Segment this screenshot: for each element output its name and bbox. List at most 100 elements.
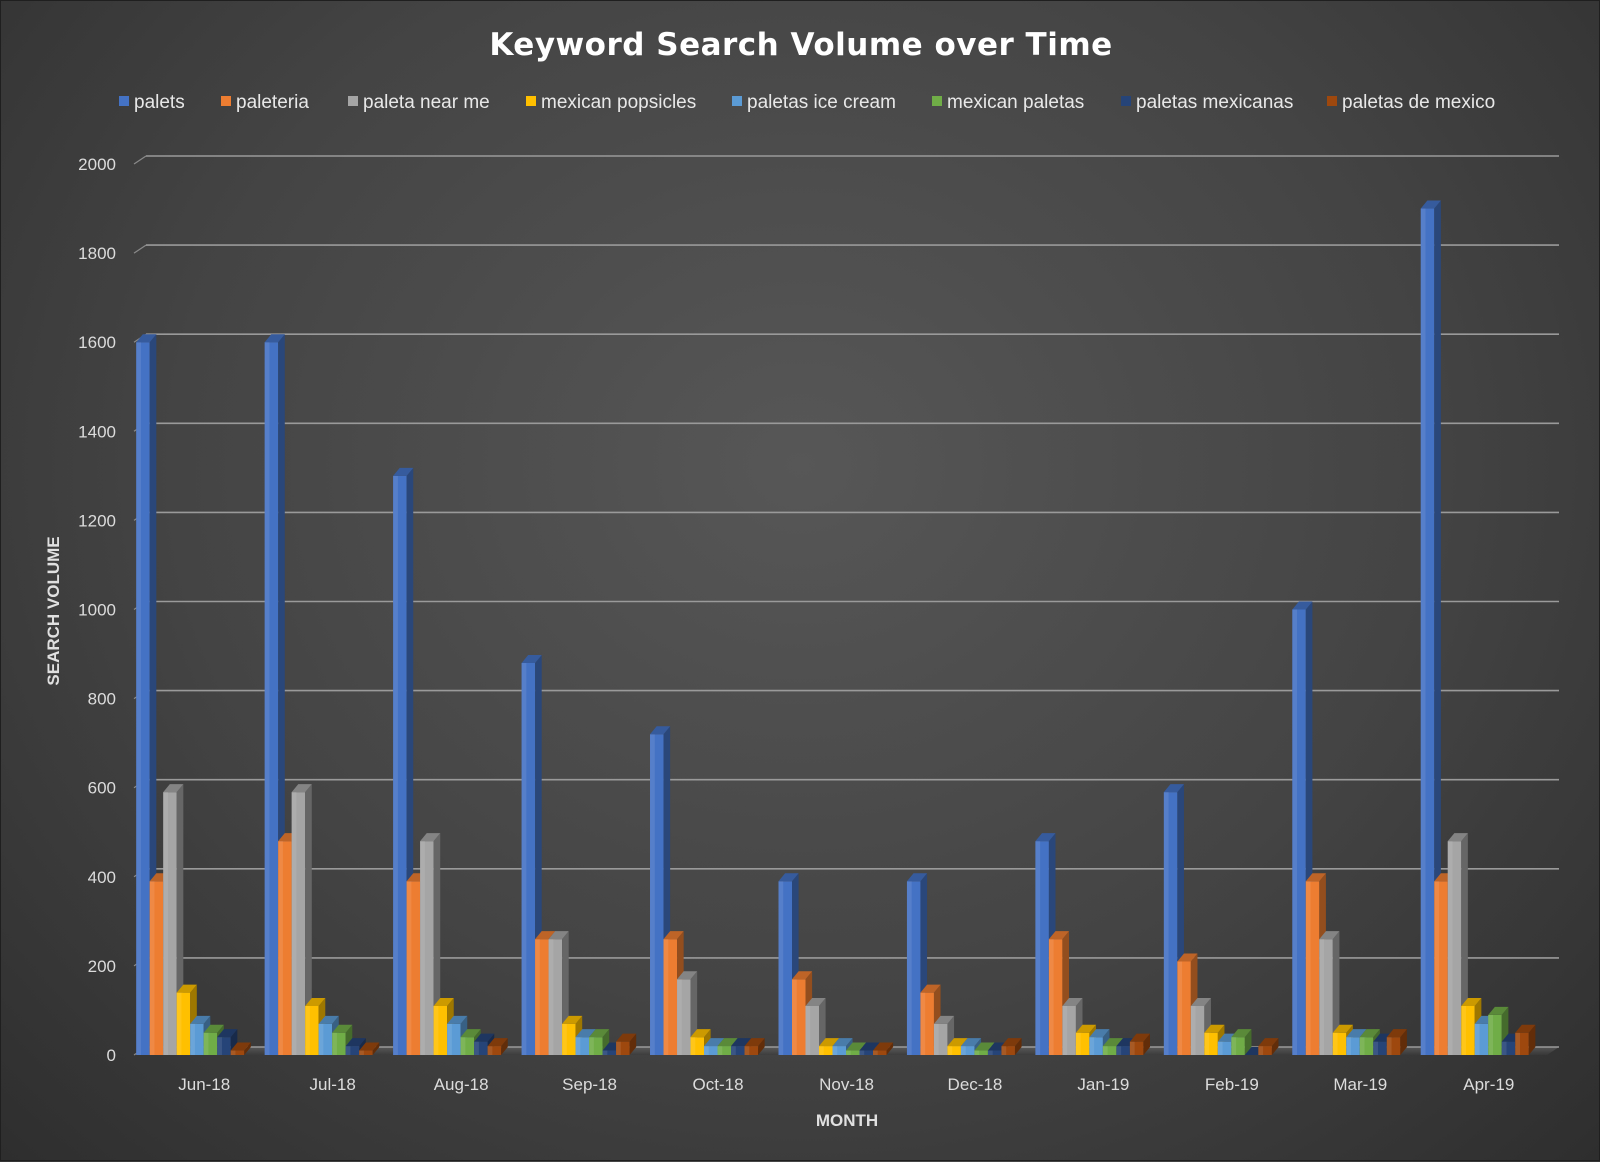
bar-side — [244, 1042, 251, 1055]
bar-highlight — [744, 1046, 750, 1055]
bar-top — [521, 654, 542, 663]
bar-top — [846, 1042, 867, 1051]
bar — [487, 1038, 508, 1055]
bar-top — [1177, 953, 1198, 962]
bar-front — [717, 1046, 732, 1055]
bar-top — [575, 1029, 596, 1038]
bar-highlight — [1217, 1041, 1223, 1055]
gridline-side — [133, 155, 147, 165]
bar-highlight — [1359, 1037, 1365, 1055]
bar — [474, 1033, 495, 1055]
bar-front — [1102, 1046, 1117, 1055]
bar-highlight — [832, 1046, 838, 1055]
x-tick-label: Jun-18 — [178, 1075, 230, 1094]
bar-top — [447, 1015, 468, 1024]
bar-highlight — [1474, 1023, 1480, 1055]
bar-top — [832, 1038, 853, 1047]
bar — [548, 931, 569, 1055]
bar-front — [947, 1046, 961, 1055]
legend-swatch — [732, 96, 742, 106]
bar-top — [217, 1029, 238, 1038]
bar-top — [1515, 1024, 1536, 1033]
legend-label: palets — [134, 92, 185, 113]
bar — [873, 1042, 894, 1055]
y-tick-label: 1000 — [78, 601, 116, 620]
bar-highlight — [1461, 1005, 1466, 1055]
bar-side — [1332, 931, 1340, 1055]
bar — [136, 334, 157, 1055]
bar-highlight — [1190, 1005, 1196, 1055]
bar-highlight — [1386, 1037, 1392, 1055]
bar-top — [1204, 1024, 1225, 1033]
bar-top — [264, 334, 285, 343]
bar-highlight — [433, 1005, 439, 1055]
bar-top — [1089, 1029, 1110, 1038]
bar-top — [1129, 1033, 1151, 1042]
legend-label: paletas ice cream — [747, 92, 896, 113]
bar-top — [778, 873, 799, 882]
bar-highlight — [562, 1023, 567, 1055]
bar-top — [176, 984, 197, 993]
bar — [805, 997, 826, 1055]
bar-front — [960, 1046, 975, 1055]
bar-top — [805, 997, 826, 1006]
bar-highlight — [778, 881, 784, 1055]
bar-top — [1048, 931, 1070, 940]
y-tick-label: 1600 — [78, 333, 116, 352]
bar-top — [717, 1038, 738, 1047]
bar-front — [359, 1050, 373, 1055]
bar-highlight — [677, 979, 682, 1055]
bar-highlight — [487, 1046, 493, 1055]
bar-highlight — [521, 662, 527, 1055]
bar-side — [1434, 200, 1441, 1056]
bar-highlight — [264, 342, 270, 1055]
bar-top — [487, 1038, 508, 1047]
bar-top — [230, 1042, 251, 1051]
bar-top — [190, 1015, 211, 1024]
bar — [1319, 931, 1340, 1055]
bar-top — [474, 1033, 495, 1042]
bar-top — [1163, 784, 1184, 793]
bar-side — [1271, 1038, 1279, 1055]
bar-side — [758, 1038, 765, 1055]
bar-highlight — [1346, 1037, 1352, 1055]
bar-front — [846, 1050, 860, 1055]
bar-front — [873, 1050, 887, 1055]
bar-highlight — [1292, 609, 1298, 1055]
bar-side — [1244, 1029, 1252, 1055]
bar-top — [1258, 1038, 1279, 1047]
bar-highlight — [602, 1050, 608, 1055]
bar-side — [1014, 1038, 1022, 1055]
bar-top — [819, 1038, 840, 1047]
bar — [217, 1029, 238, 1055]
x-tick-label: Feb-19 — [1205, 1075, 1259, 1094]
bar-highlight — [230, 1050, 236, 1055]
bar-top — [731, 1038, 752, 1047]
bar — [230, 1042, 251, 1055]
x-tick-label: Dec-18 — [948, 1075, 1003, 1094]
bar-highlight — [1102, 1046, 1108, 1055]
y-tick-label: 400 — [88, 868, 116, 887]
bar-top — [460, 1029, 481, 1038]
bar-highlight — [1048, 939, 1054, 1055]
bar-highlight — [947, 1046, 953, 1055]
legend-label: paletas mexicanas — [1136, 92, 1293, 113]
bar-highlight — [1319, 939, 1325, 1055]
legend: palets paleteria paleta near me mexican pop… — [119, 92, 1495, 113]
bar-highlight — [575, 1037, 581, 1055]
bar — [616, 1033, 637, 1055]
bar-top — [1075, 1024, 1097, 1033]
bar-highlight — [906, 881, 912, 1055]
bar-highlight — [805, 1005, 811, 1055]
bar-highlight — [318, 1023, 324, 1055]
bar-top — [562, 1015, 583, 1024]
bar — [744, 1038, 765, 1055]
bar-top — [744, 1038, 765, 1047]
bar-highlight — [1062, 1005, 1068, 1055]
legend-label: paleteria — [236, 92, 309, 113]
bar-top — [873, 1042, 894, 1051]
bar-highlight — [1163, 792, 1169, 1055]
bar-highlight — [1075, 1032, 1081, 1055]
bar-highlight — [1035, 841, 1041, 1055]
